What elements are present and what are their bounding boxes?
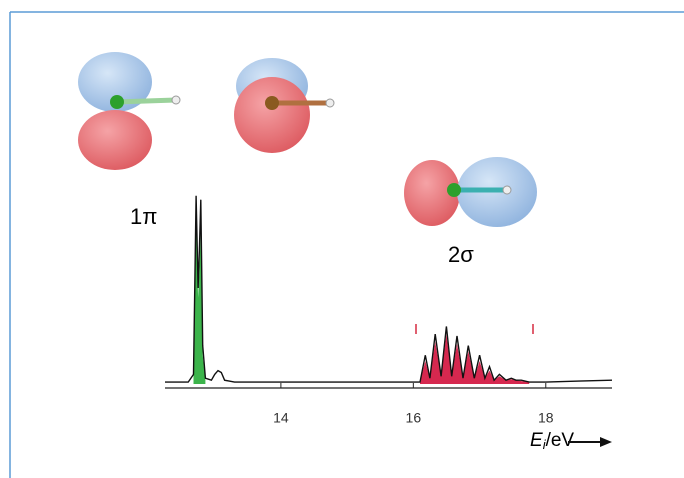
x-axis-label: Ei/eV <box>530 430 574 452</box>
x-tick-label: 16 <box>406 410 422 426</box>
x-tick-label: 18 <box>538 410 554 426</box>
arrow-head <box>600 437 612 447</box>
area <box>420 334 530 384</box>
x-label-symbol: E <box>530 430 543 451</box>
orbital-mixed <box>234 58 335 153</box>
annotation: 1π <box>130 204 157 229</box>
orbital-2sigma <box>404 157 537 227</box>
x-tick-label: 14 <box>273 410 289 426</box>
line <box>165 195 613 383</box>
annotation: 2σ <box>448 242 474 267</box>
orbital-1pi <box>78 52 181 170</box>
x-label-unit: /eV <box>546 430 575 451</box>
x-label-subscript: i <box>543 437 547 452</box>
